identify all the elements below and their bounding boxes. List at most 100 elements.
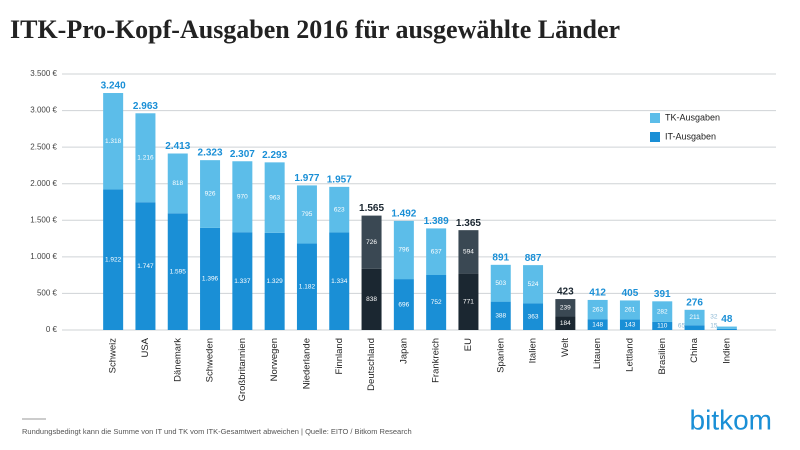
segment-label: 32	[710, 314, 718, 321]
chart-title: ITK-Pro-Kopf-Ausgaben 2016 für ausgewähl…	[10, 15, 620, 44]
y-tick-label: 1.500 €	[30, 215, 57, 224]
x-tick-label: Dänemark	[172, 338, 183, 382]
bar-segment	[329, 232, 350, 330]
bar-segment	[684, 309, 705, 326]
segment-label: 15	[710, 323, 718, 330]
x-tick-label: Schweden	[205, 338, 216, 382]
segment-label: 110	[657, 323, 668, 330]
total-label: 48	[721, 314, 733, 325]
x-tick-label: Welt	[560, 338, 571, 357]
x-tick-label: Italien	[528, 338, 539, 363]
bar-segment	[458, 230, 479, 274]
segment-label: 1.318	[105, 138, 122, 145]
x-tick-label: Frankreich	[431, 338, 442, 383]
total-label: 887	[525, 253, 542, 264]
x-tick-label: Norwegen	[269, 338, 280, 381]
bar-segment	[652, 321, 673, 330]
segment-label: 637	[431, 248, 442, 255]
total-label: 405	[622, 288, 639, 299]
total-label: 1.977	[294, 173, 319, 184]
bar-segment	[167, 213, 188, 330]
x-tick-label: Niederlande	[301, 338, 312, 389]
total-label: 2.293	[262, 150, 287, 161]
y-tick-label: 3.500 €	[30, 69, 57, 78]
bar-segment	[523, 265, 544, 304]
segment-label: 239	[560, 305, 571, 312]
x-tick-label: Deutschland	[366, 338, 377, 391]
total-label: 3.240	[101, 81, 126, 92]
x-tick-label: Lettland	[624, 338, 635, 372]
y-tick-label: 0 €	[46, 325, 58, 334]
bar-segment	[103, 93, 124, 190]
logo: bitkom	[690, 404, 772, 435]
segment-label: 282	[657, 308, 668, 315]
bar-segment	[264, 162, 285, 233]
bar-segment	[716, 326, 737, 329]
segment-label: 65	[678, 323, 686, 330]
segment-label: 696	[398, 301, 409, 308]
y-tick-label: 3.000 €	[30, 106, 57, 115]
bar-segment	[103, 189, 124, 330]
bar-segment	[361, 268, 382, 330]
segment-label: 261	[625, 307, 636, 314]
x-tick-label: USA	[140, 337, 151, 357]
segment-label: 184	[560, 320, 571, 327]
legend-label: IT-Ausgaben	[665, 131, 716, 141]
total-label: 2.413	[165, 141, 190, 152]
bar-segment	[490, 301, 511, 330]
total-label: 2.323	[198, 148, 223, 159]
segment-label: 1.182	[299, 283, 316, 290]
bar-segment	[490, 264, 511, 302]
bar-segment	[619, 319, 640, 330]
y-tick-label: 2.000 €	[30, 179, 57, 188]
x-tick-label: Indien	[721, 338, 732, 364]
segment-label: 926	[205, 191, 216, 198]
y-tick-label: 1.000 €	[30, 252, 57, 261]
segment-label: 148	[592, 321, 603, 328]
x-tick-label: Finnland	[334, 338, 345, 374]
segment-label: 752	[431, 299, 442, 306]
segment-label: 1.216	[137, 154, 154, 161]
total-label: 391	[654, 289, 671, 300]
segment-label: 796	[398, 247, 409, 254]
x-tick-label: China	[689, 337, 700, 363]
segment-label: 524	[528, 281, 539, 288]
y-tick-label: 2.500 €	[30, 142, 57, 151]
bar-segment	[426, 274, 447, 330]
bar-segment	[200, 227, 221, 330]
segment-label: 1.922	[105, 256, 122, 263]
segment-label: 1.595	[170, 268, 187, 275]
bar-segment	[232, 161, 253, 233]
total-label: 1.492	[391, 209, 416, 220]
x-tick-label: Litauen	[592, 338, 603, 369]
total-label: 423	[557, 287, 574, 298]
bar-segment	[587, 299, 608, 320]
bar-segment	[587, 319, 608, 330]
bar-segment	[393, 220, 414, 280]
bar-segment	[135, 202, 156, 330]
bar-segment	[361, 215, 382, 269]
segment-label: 263	[592, 306, 603, 313]
bar-segment	[329, 186, 350, 233]
segment-label: 503	[495, 280, 506, 287]
segment-label: 818	[172, 180, 183, 187]
x-tick-label: Spanien	[495, 338, 506, 373]
segment-label: 1.396	[202, 276, 219, 283]
total-label: 1.957	[327, 175, 352, 186]
segment-label: 388	[495, 313, 506, 320]
bar-segment	[264, 232, 285, 330]
segment-label: 838	[366, 296, 377, 303]
legend-label: TK-Ausgaben	[665, 112, 720, 122]
y-tick-label: 500 €	[37, 289, 58, 298]
bar-segment	[619, 300, 640, 320]
bar-segment	[167, 153, 188, 214]
x-tick-label: Japan	[398, 338, 409, 364]
segment-label: 1.337	[234, 278, 251, 285]
segment-label: 726	[366, 239, 377, 246]
x-tick-label: Großbritannien	[237, 338, 248, 401]
segment-label: 795	[302, 211, 313, 218]
total-label: 2.307	[230, 149, 255, 160]
segment-label: 1.329	[267, 278, 284, 285]
bar-segment	[393, 279, 414, 330]
